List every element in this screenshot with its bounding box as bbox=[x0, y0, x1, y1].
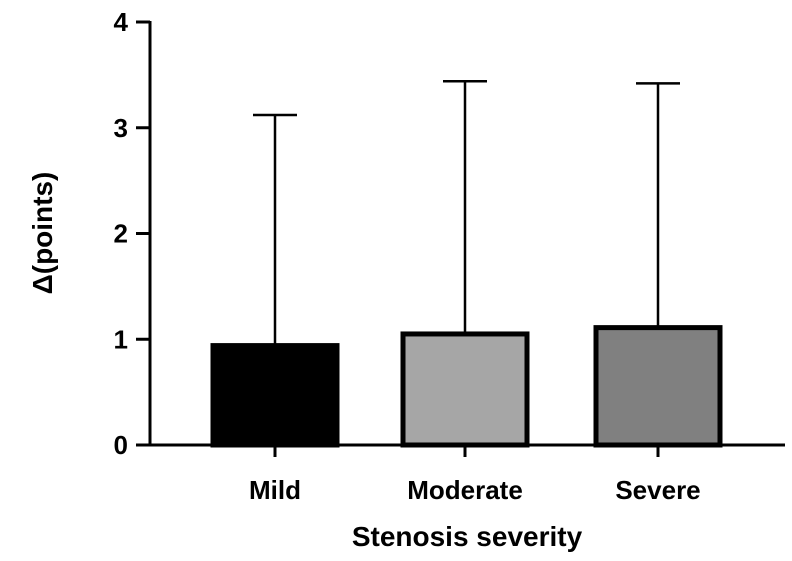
y-tick-label: 3 bbox=[114, 113, 128, 143]
x-axis-title: Stenosis severity bbox=[352, 521, 583, 552]
y-ticks: 0 1 2 3 4 bbox=[114, 7, 150, 460]
y-axis-title: Δ(points) bbox=[27, 172, 58, 295]
y-tick-label: 4 bbox=[114, 7, 129, 37]
y-tick-label: 0 bbox=[114, 430, 128, 460]
x-tick-label-severe: Severe bbox=[615, 475, 700, 505]
y-tick-label: 2 bbox=[114, 219, 128, 249]
bars-layer bbox=[210, 79, 723, 448]
x-tick-labels: Mild Moderate Severe bbox=[249, 445, 701, 505]
y-tick-label: 1 bbox=[114, 324, 128, 354]
x-tick-label-mild: Mild bbox=[249, 475, 301, 505]
bar-mild bbox=[210, 343, 340, 448]
x-tick-label-moderate: Moderate bbox=[407, 475, 523, 505]
bar-severe bbox=[593, 325, 723, 448]
bar-moderate bbox=[400, 331, 530, 448]
